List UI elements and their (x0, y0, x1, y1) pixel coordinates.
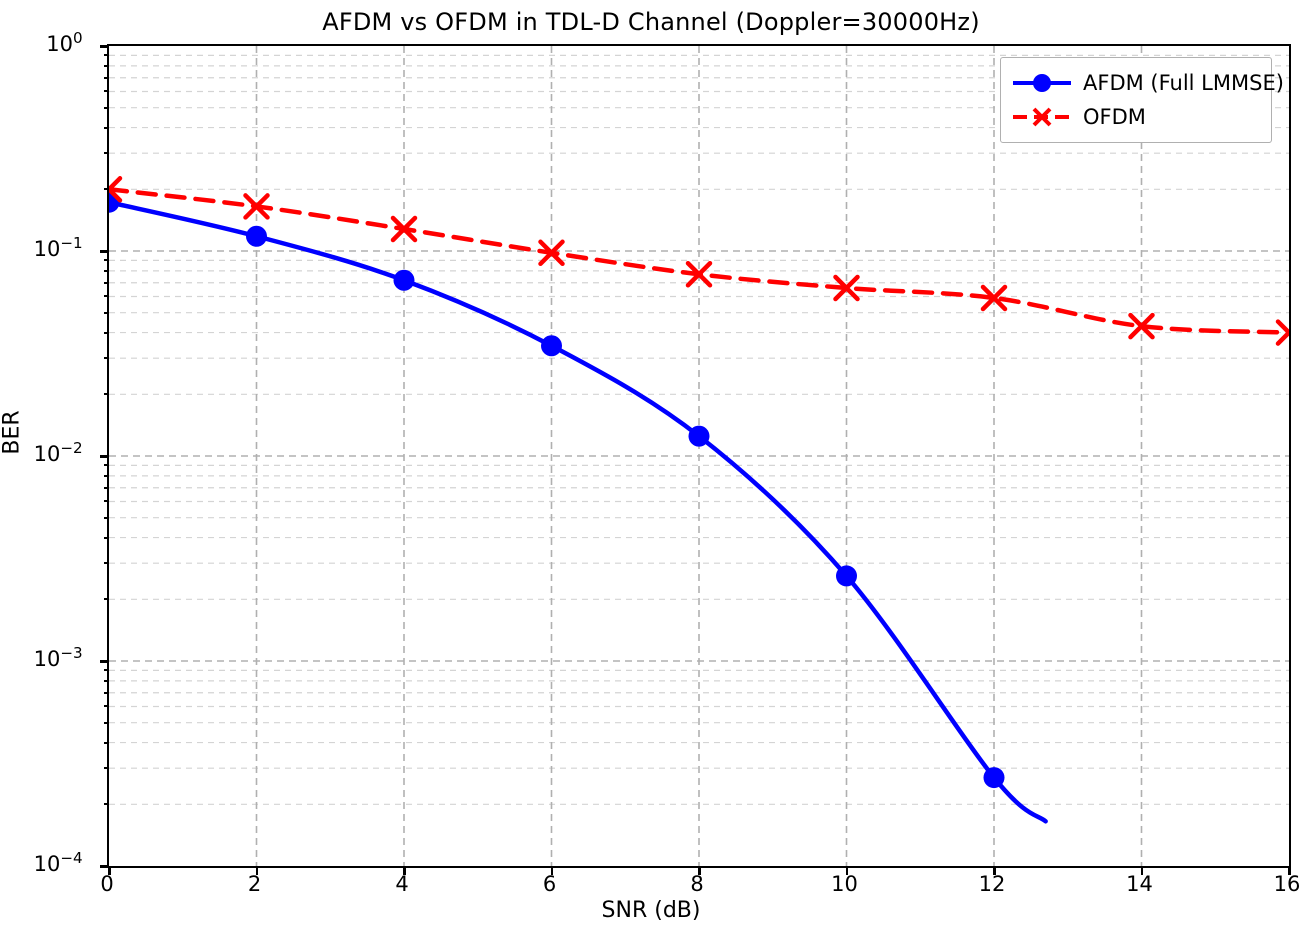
y-minor-tick-mark (104, 500, 109, 503)
y-axis-tick-labels: 100 10−1 10−2 10−3 10−4 (0, 30, 96, 876)
y-minor-tick-mark (104, 295, 109, 298)
series-line (109, 199, 1048, 824)
y-minor-tick-mark (104, 705, 109, 708)
x-tick-mark (1288, 866, 1291, 875)
x-axis-label: SNR (dB) (601, 898, 701, 923)
x-tick-mark (108, 866, 111, 875)
data-point-marker (688, 425, 710, 447)
y-minor-tick-mark (104, 741, 109, 744)
legend-swatch-ofdm (1013, 107, 1071, 127)
y-minor-tick-mark (104, 126, 109, 129)
y-minor-tick-mark (104, 562, 109, 565)
x-tick-label: 14 (1126, 872, 1153, 896)
x-tick-mark (993, 866, 996, 875)
y-minor-tick-mark (104, 464, 109, 467)
y-tick-mark (100, 865, 109, 868)
y-minor-tick-mark (104, 669, 109, 672)
x-tick-label: 12 (978, 872, 1006, 896)
y-minor-tick-mark (104, 269, 109, 272)
y-tick-mark (100, 660, 109, 663)
y-tick-label: 10−2 (33, 439, 83, 466)
data-series-layer (109, 176, 1289, 824)
data-point-marker (833, 274, 860, 302)
x-tick-mark (255, 866, 258, 875)
data-point-marker (390, 215, 418, 243)
legend-label-afdm: AFDM (Full LMMSE) (1083, 71, 1284, 95)
y-minor-tick-mark (104, 76, 109, 79)
legend-swatch-afdm (1013, 74, 1071, 92)
data-point-marker (685, 261, 713, 288)
y-minor-tick-mark (104, 721, 109, 724)
data-point-marker (246, 225, 267, 247)
y-minor-tick-mark (104, 281, 109, 284)
major-gridlines (109, 46, 1289, 866)
data-point-marker (836, 565, 857, 587)
y-minor-tick-mark (104, 536, 109, 539)
legend: AFDM (Full LMMSE) OFDM (1000, 57, 1284, 143)
data-point-marker (109, 176, 123, 203)
legend-label-ofdm: OFDM (1083, 105, 1146, 129)
x-tick-mark (845, 866, 848, 875)
legend-item-ofdm[interactable]: OFDM (1011, 100, 1261, 134)
y-tick-mark (100, 45, 109, 48)
x-tick-label: 10 (831, 872, 858, 896)
y-minor-tick-mark (104, 64, 109, 67)
data-point-marker (538, 239, 565, 267)
plot-area (100, 44, 1291, 875)
y-minor-tick-mark (104, 331, 109, 334)
x-tick-label: 16 (1273, 872, 1301, 896)
y-minor-tick-mark (104, 474, 109, 477)
x-tick-mark (698, 866, 701, 875)
y-minor-tick-mark (104, 598, 109, 601)
data-point-marker (541, 335, 562, 357)
y-tick-label: 100 (46, 29, 83, 56)
y-minor-tick-mark (104, 54, 109, 57)
data-point-marker (983, 767, 1005, 789)
y-minor-tick-mark (104, 516, 109, 519)
data-point-marker (980, 284, 1008, 312)
y-minor-tick-mark (104, 90, 109, 93)
x-tick-label: 4 (395, 872, 409, 896)
y-minor-tick-mark (104, 259, 109, 262)
y-tick-mark (100, 455, 109, 458)
y-minor-tick-mark (104, 767, 109, 770)
y-minor-tick-mark (104, 357, 109, 360)
x-tick-label: 6 (542, 872, 557, 896)
data-point-marker (1275, 319, 1289, 346)
data-point-marker (393, 269, 415, 291)
legend-item-afdm[interactable]: AFDM (Full LMMSE) (1011, 66, 1284, 100)
chart-title: AFDM vs OFDM in TDL-D Channel (Doppler=3… (322, 8, 980, 36)
x-tick-mark (550, 866, 553, 875)
y-minor-tick-mark (104, 188, 109, 191)
y-minor-tick-mark (104, 691, 109, 694)
data-point-marker (243, 193, 270, 220)
y-tick-label: 10−4 (33, 849, 83, 876)
y-minor-tick-mark (104, 393, 109, 396)
y-minor-tick-mark (104, 106, 109, 109)
y-minor-tick-mark (104, 803, 109, 806)
y-minor-tick-mark (104, 679, 109, 682)
y-tick-label: 10−3 (33, 644, 83, 671)
data-point-marker (1128, 312, 1155, 340)
y-minor-tick-mark (104, 486, 109, 489)
y-minor-tick-mark (104, 152, 109, 155)
x-axis-tick-labels: 0 2 4 6 8 10 12 14 16 (100, 872, 1300, 902)
y-tick-mark (100, 250, 109, 253)
y-tick-label: 10−1 (33, 234, 83, 261)
plot-canvas (109, 46, 1289, 866)
x-tick-mark (403, 866, 406, 875)
x-tick-label: 2 (247, 872, 262, 896)
x-tick-mark (1140, 866, 1143, 875)
x-tick-label: 8 (690, 872, 704, 896)
y-minor-tick-mark (104, 311, 109, 314)
x-tick-label: 0 (100, 872, 114, 896)
